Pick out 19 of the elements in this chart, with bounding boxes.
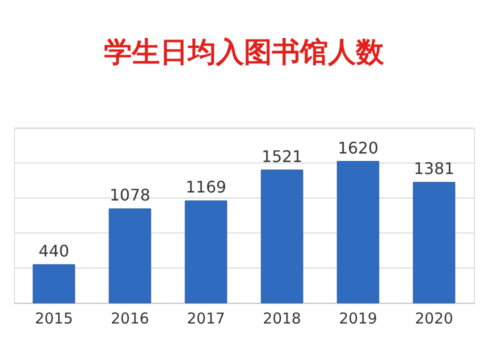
x-tick-label: 2020 <box>414 310 454 328</box>
data-label: 1521 <box>262 146 302 166</box>
x-tick-label: 2015 <box>34 310 74 328</box>
x-tick-label: 2016 <box>110 310 150 328</box>
bar <box>336 161 380 304</box>
bar <box>108 208 152 304</box>
x-tick-label: 2018 <box>262 310 302 328</box>
x-tick-label: 2017 <box>186 310 226 328</box>
bar <box>260 170 304 304</box>
data-label: 1381 <box>414 159 454 178</box>
x-tick-label: 2019 <box>338 310 378 328</box>
data-label: 1078 <box>110 186 150 205</box>
data-label: 440 <box>38 242 70 260</box>
bar <box>184 200 228 304</box>
chart-title: 学生日均入图书馆人数 <box>104 36 385 68</box>
bar <box>32 264 76 304</box>
bar <box>412 182 456 304</box>
data-label: 1620 <box>338 138 378 158</box>
data-label: 1169 <box>186 178 226 197</box>
